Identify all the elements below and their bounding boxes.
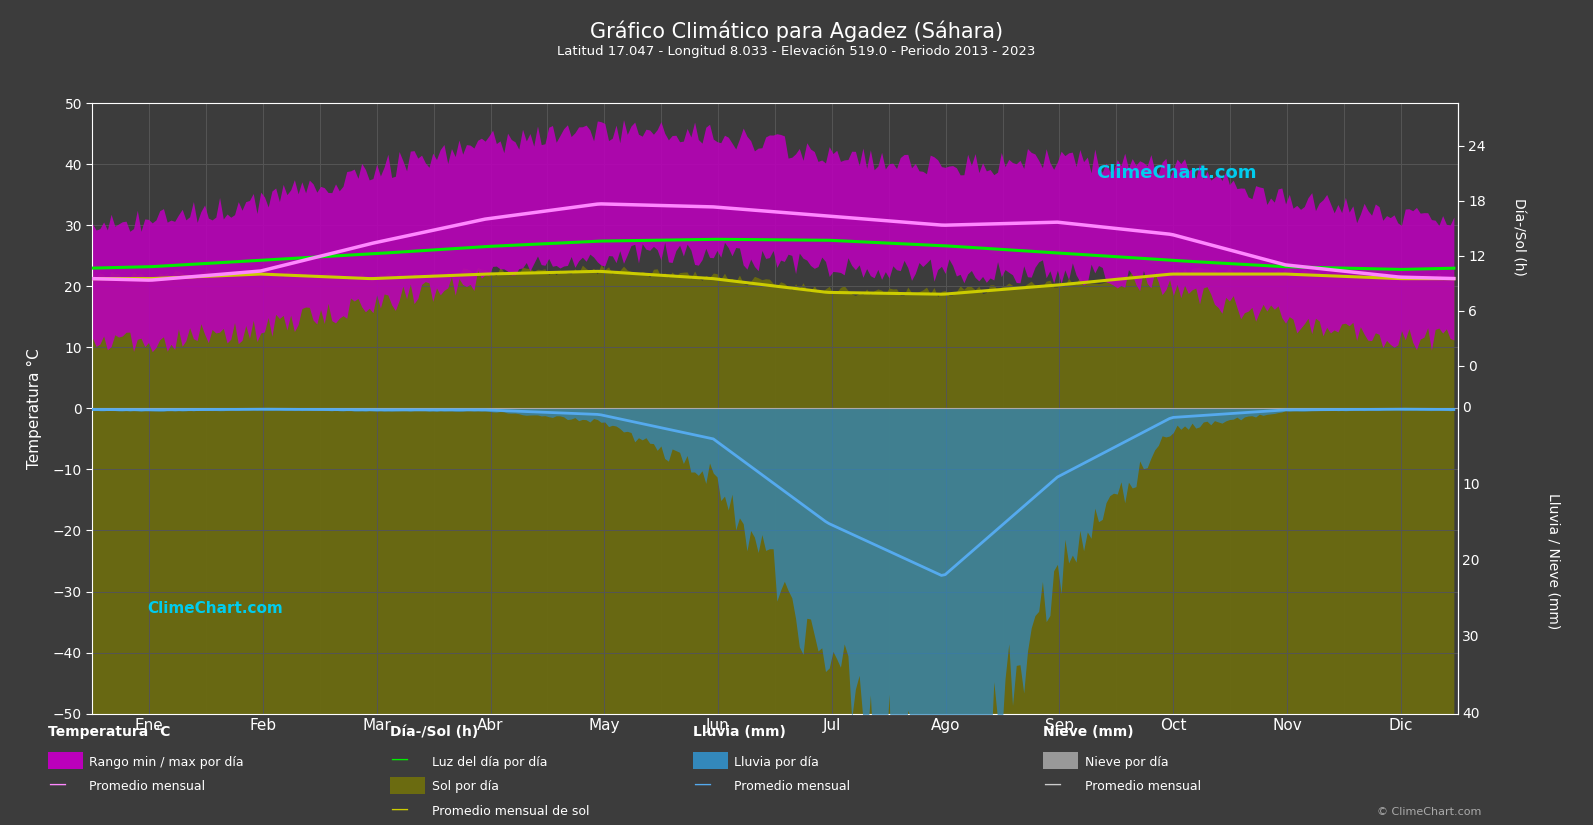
Text: Temperatura °C: Temperatura °C bbox=[48, 725, 170, 739]
Text: —: — bbox=[693, 775, 710, 793]
Text: Promedio mensual: Promedio mensual bbox=[734, 780, 851, 794]
Text: ClimeChart.com: ClimeChart.com bbox=[1096, 164, 1257, 182]
Text: Luz del día por día: Luz del día por día bbox=[432, 756, 548, 769]
Text: Lluvia / Nieve (mm): Lluvia / Nieve (mm) bbox=[1547, 493, 1560, 629]
Text: Promedio mensual: Promedio mensual bbox=[89, 780, 205, 794]
Text: Rango min / max por día: Rango min / max por día bbox=[89, 756, 244, 769]
Text: 40: 40 bbox=[1462, 707, 1480, 720]
Text: Nieve por día: Nieve por día bbox=[1085, 756, 1168, 769]
Text: —: — bbox=[1043, 775, 1061, 793]
Text: Promedio mensual de sol: Promedio mensual de sol bbox=[432, 805, 589, 818]
Text: —: — bbox=[390, 750, 408, 768]
Text: Nieve (mm): Nieve (mm) bbox=[1043, 725, 1134, 739]
Text: Día-/Sol (h): Día-/Sol (h) bbox=[390, 725, 478, 739]
Text: Sol por día: Sol por día bbox=[432, 780, 499, 794]
Text: —: — bbox=[48, 775, 65, 793]
Text: ClimeChart.com: ClimeChart.com bbox=[147, 601, 282, 616]
Text: 30: 30 bbox=[1462, 630, 1480, 644]
Text: Gráfico Climático para Agadez (Sáhara): Gráfico Climático para Agadez (Sáhara) bbox=[589, 21, 1004, 42]
Y-axis label: Temperatura °C: Temperatura °C bbox=[27, 348, 41, 469]
Text: 0: 0 bbox=[1462, 402, 1470, 415]
Text: 20: 20 bbox=[1462, 554, 1480, 568]
Text: Lluvia por día: Lluvia por día bbox=[734, 756, 819, 769]
Text: Latitud 17.047 - Longitud 8.033 - Elevación 519.0 - Periodo 2013 - 2023: Latitud 17.047 - Longitud 8.033 - Elevac… bbox=[558, 45, 1035, 59]
Text: —: — bbox=[390, 799, 408, 818]
Text: 10: 10 bbox=[1462, 478, 1480, 492]
Text: Lluvia (mm): Lluvia (mm) bbox=[693, 725, 785, 739]
Text: Día-/Sol (h): Día-/Sol (h) bbox=[1512, 199, 1525, 276]
Text: © ClimeChart.com: © ClimeChart.com bbox=[1376, 807, 1481, 817]
Text: Promedio mensual: Promedio mensual bbox=[1085, 780, 1201, 794]
